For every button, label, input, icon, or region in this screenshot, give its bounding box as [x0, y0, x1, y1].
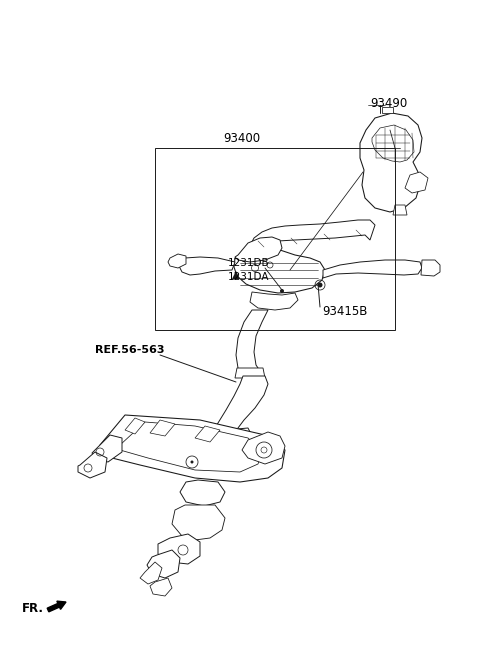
- Polygon shape: [125, 418, 145, 434]
- Text: 93490: 93490: [370, 97, 407, 110]
- Polygon shape: [250, 292, 298, 310]
- Polygon shape: [100, 415, 285, 482]
- Text: 1231DB: 1231DB: [228, 258, 270, 268]
- Polygon shape: [158, 534, 200, 564]
- Polygon shape: [168, 254, 186, 268]
- Polygon shape: [235, 368, 265, 378]
- Polygon shape: [372, 125, 414, 162]
- Polygon shape: [242, 432, 285, 464]
- Polygon shape: [393, 205, 407, 215]
- Polygon shape: [405, 172, 428, 193]
- Polygon shape: [222, 428, 252, 447]
- Polygon shape: [234, 248, 325, 293]
- Text: 93415B: 93415B: [322, 305, 367, 318]
- Polygon shape: [180, 480, 225, 506]
- FancyArrow shape: [47, 601, 66, 612]
- Circle shape: [280, 289, 284, 293]
- Polygon shape: [120, 422, 262, 472]
- Polygon shape: [178, 257, 235, 275]
- Polygon shape: [172, 505, 225, 540]
- Polygon shape: [150, 578, 172, 596]
- Polygon shape: [323, 260, 422, 278]
- Polygon shape: [232, 271, 240, 279]
- Polygon shape: [78, 452, 107, 478]
- Polygon shape: [235, 237, 282, 262]
- Polygon shape: [382, 107, 393, 113]
- Polygon shape: [360, 113, 422, 212]
- Text: 1231DA: 1231DA: [228, 272, 269, 282]
- Polygon shape: [140, 562, 162, 584]
- Polygon shape: [150, 420, 175, 436]
- Text: REF.56-563: REF.56-563: [95, 345, 165, 355]
- Polygon shape: [195, 426, 220, 442]
- Polygon shape: [147, 550, 180, 578]
- Polygon shape: [421, 260, 440, 276]
- Polygon shape: [92, 435, 122, 462]
- Polygon shape: [208, 376, 268, 440]
- Bar: [155, 148, 395, 330]
- Text: FR.: FR.: [22, 601, 44, 614]
- Polygon shape: [245, 220, 375, 255]
- Polygon shape: [236, 310, 268, 378]
- Circle shape: [317, 282, 323, 288]
- Circle shape: [191, 460, 193, 464]
- Text: 93400: 93400: [223, 132, 261, 145]
